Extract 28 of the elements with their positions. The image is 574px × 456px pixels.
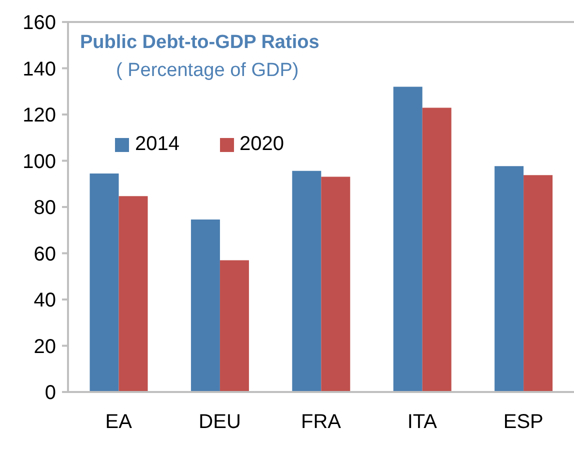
y-tick-label: 60 — [34, 243, 56, 266]
y-tick-label: 80 — [34, 197, 56, 220]
bar — [90, 173, 119, 392]
y-tick-label: 160 — [22, 12, 56, 34]
bar — [190, 219, 220, 392]
x-tick-label: FRA — [301, 411, 342, 434]
bar — [220, 260, 249, 392]
bar — [524, 175, 553, 392]
x-tick-label: EA — [105, 411, 133, 434]
text: Public Debt-to-GDP Ratios — [80, 32, 320, 54]
x-tick-label: ITA — [407, 411, 438, 434]
bar — [118, 196, 148, 392]
y-tick-label: 100 — [22, 150, 56, 173]
x-tick-label: ESP — [503, 411, 544, 434]
bar — [321, 176, 350, 392]
bar — [422, 108, 452, 392]
bar — [292, 170, 322, 392]
y-tick-label: 140 — [22, 58, 56, 80]
legend-label: 2020 — [240, 133, 284, 156]
x-tick-label: DEU — [198, 411, 241, 434]
y-tick-label: 20 — [34, 336, 56, 358]
legend-label: 2014 — [135, 133, 180, 156]
bar — [494, 166, 524, 392]
y-tick-label: 40 — [34, 290, 56, 312]
y-tick-label: 0 — [44, 382, 56, 404]
y-tick-label: 120 — [22, 104, 56, 127]
text: ( Percentage of GDP) — [116, 60, 299, 82]
bar — [393, 86, 422, 392]
